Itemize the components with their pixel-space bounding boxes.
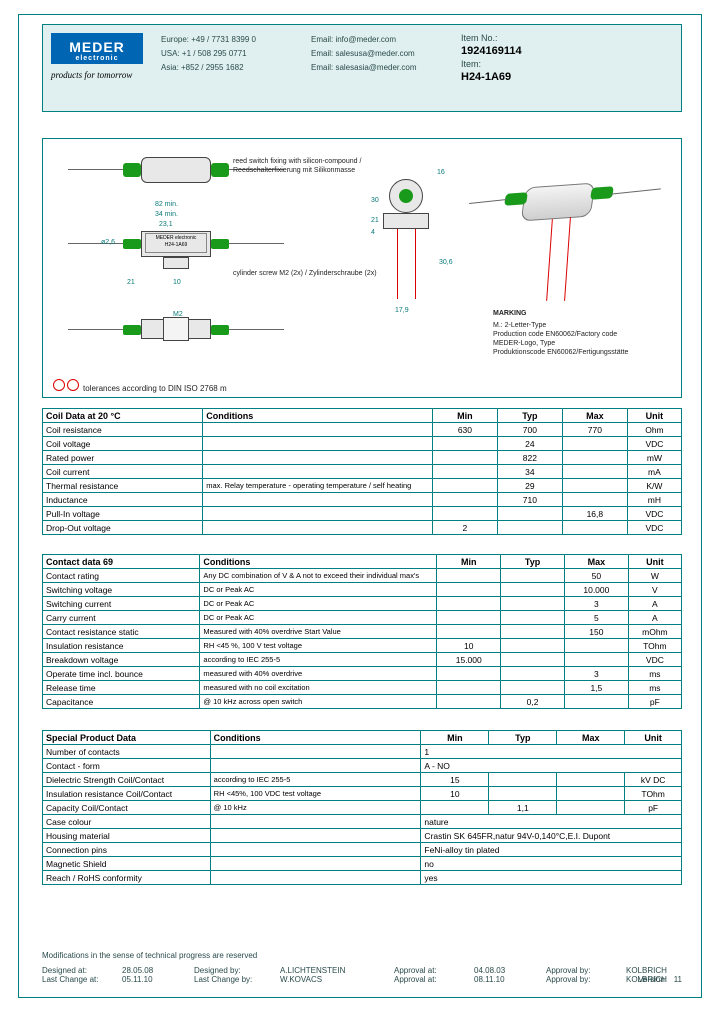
contact-phone-column: Europe: +49 / 7731 8399 0 USA: +1 / 508 … bbox=[161, 33, 311, 103]
table-row: Insulation resistanceRH <45 %, 100 V tes… bbox=[43, 639, 682, 653]
table-row: Inductance710mH bbox=[43, 493, 682, 507]
email-usa: Email: salesusa@meder.com bbox=[311, 47, 461, 61]
dim-30: 30 bbox=[371, 197, 379, 204]
tolerance-note: tolerances according to DIN ISO 2768 m bbox=[83, 384, 227, 393]
item-label: Item: bbox=[461, 59, 661, 69]
table-row: Rated power822mW bbox=[43, 451, 682, 465]
table-row: Coil voltage24VDC bbox=[43, 437, 682, 451]
phone-usa: USA: +1 / 508 295 0771 bbox=[161, 47, 311, 61]
table-row: Number of contacts1 bbox=[43, 745, 682, 759]
table-row: Carry currentDC or Peak AC5A bbox=[43, 611, 682, 625]
dim-34: 34 min. bbox=[155, 211, 178, 218]
relay-label: MEDER electronic H24-1A69 bbox=[145, 233, 207, 253]
table-row: Drop-Out voltage2VDC bbox=[43, 521, 682, 535]
table-row: Pull-In voltage16,8VDC bbox=[43, 507, 682, 521]
company-logo: MEDER electronic bbox=[51, 33, 143, 64]
table-row: Contact - formA - NO bbox=[43, 759, 682, 773]
table-row: Switching voltageDC or Peak AC10.000V bbox=[43, 583, 682, 597]
table-row: Reach / RoHS conformityyes bbox=[43, 871, 682, 885]
item-value: H24-1A69 bbox=[461, 71, 661, 83]
table-row: Breakdown voltageaccording to IEC 255-51… bbox=[43, 653, 682, 667]
phone-europe: Europe: +49 / 7731 8399 0 bbox=[161, 33, 311, 47]
footer: Modifications in the sense of technical … bbox=[42, 951, 682, 984]
phone-asia: Asia: +852 / 2955 1682 bbox=[161, 61, 311, 75]
table-row: Thermal resistancemax. Relay temperature… bbox=[43, 479, 682, 493]
dim-dia: ø2,6 bbox=[101, 239, 115, 246]
email-asia: Email: salesasia@meder.com bbox=[311, 61, 461, 75]
table-row: Dielectric Strength Coil/Contactaccordin… bbox=[43, 773, 682, 787]
logo-column: MEDER electronic products for tomorrow bbox=[51, 33, 161, 103]
table-row: Insulation resistance Coil/ContactRH <45… bbox=[43, 787, 682, 801]
table-row: Switching currentDC or Peak AC3A bbox=[43, 597, 682, 611]
table-row: Coil resistance630700770Ohm bbox=[43, 423, 682, 437]
table-row: Release timemeasured with no coil excita… bbox=[43, 681, 682, 695]
dim-10: 10 bbox=[173, 279, 181, 286]
item-no-value: 1924169114 bbox=[461, 45, 661, 57]
contact-email-column: Email: info@meder.com Email: salesusa@me… bbox=[311, 33, 461, 103]
note-reedfix: reed switch fixing with silicon-compound… bbox=[233, 157, 383, 175]
table-row: Capacitance@ 10 kHz across open switch0,… bbox=[43, 695, 682, 709]
footer-row-2: Last Change at: 05.11.10 Last Change by:… bbox=[42, 975, 682, 984]
table-row: Connection pinsFeNi-alloy tin plated bbox=[43, 843, 682, 857]
dim-23: 23,1 bbox=[159, 221, 173, 228]
coil-data-table: Coil Data at 20 °CConditionsMinTypMaxUni… bbox=[42, 408, 682, 535]
table-row: Contact ratingAny DC combination of V & … bbox=[43, 569, 682, 583]
logo-sub: electronic bbox=[55, 55, 139, 62]
table-row: Operate time incl. bouncemeasured with 4… bbox=[43, 667, 682, 681]
logo-slogan: products for tomorrow bbox=[51, 70, 161, 80]
logo-main: MEDER bbox=[55, 39, 139, 55]
item-no-label: Item No.: bbox=[461, 33, 661, 43]
dim-82: 82 min. bbox=[155, 201, 178, 208]
dim-21: 21 bbox=[127, 279, 135, 286]
item-column: Item No.: 1924169114 Item: H24-1A69 bbox=[461, 33, 661, 103]
contact-data-table: Contact data 69ConditionsMinTypMaxUnitCo… bbox=[42, 554, 682, 709]
dim-306: 30,6 bbox=[439, 259, 453, 266]
header: MEDER electronic products for tomorrow E… bbox=[42, 24, 682, 112]
dim-4: 4 bbox=[371, 229, 375, 236]
table-row: Coil current34mA bbox=[43, 465, 682, 479]
version: Version: 11 bbox=[638, 975, 682, 984]
target-icon bbox=[53, 379, 77, 391]
marking-title: MARKING bbox=[493, 309, 526, 318]
email-europe: Email: info@meder.com bbox=[311, 33, 461, 47]
table-row: Magnetic Shieldno bbox=[43, 857, 682, 871]
footer-modification-note: Modifications in the sense of technical … bbox=[42, 951, 682, 960]
technical-drawing: 82 min. 34 min. 23,1 reed switch fixing … bbox=[42, 138, 682, 398]
dim-m2: M2 bbox=[173, 311, 183, 318]
footer-row-1: Designed at: 28.05.08 Designed by: A.LIC… bbox=[42, 966, 682, 975]
note-screw: cylinder screw M2 (2x) / Zylinderschraub… bbox=[233, 269, 377, 278]
dim-16: 16 bbox=[437, 169, 445, 176]
table-row: Case colournature bbox=[43, 815, 682, 829]
table-row: Contact resistance staticMeasured with 4… bbox=[43, 625, 682, 639]
dim-179: 17,9 bbox=[395, 307, 409, 314]
special-data-table: Special Product DataConditionsMinTypMaxU… bbox=[42, 730, 682, 885]
marking-body: M.: 2-Letter-Type Production code EN6006… bbox=[493, 321, 628, 357]
table-row: Capacity Coil/Contact@ 10 kHz1,1pF bbox=[43, 801, 682, 815]
table-row: Housing materialCrastin SK 645FR,natur 9… bbox=[43, 829, 682, 843]
dim-21b: 21 bbox=[371, 217, 379, 224]
